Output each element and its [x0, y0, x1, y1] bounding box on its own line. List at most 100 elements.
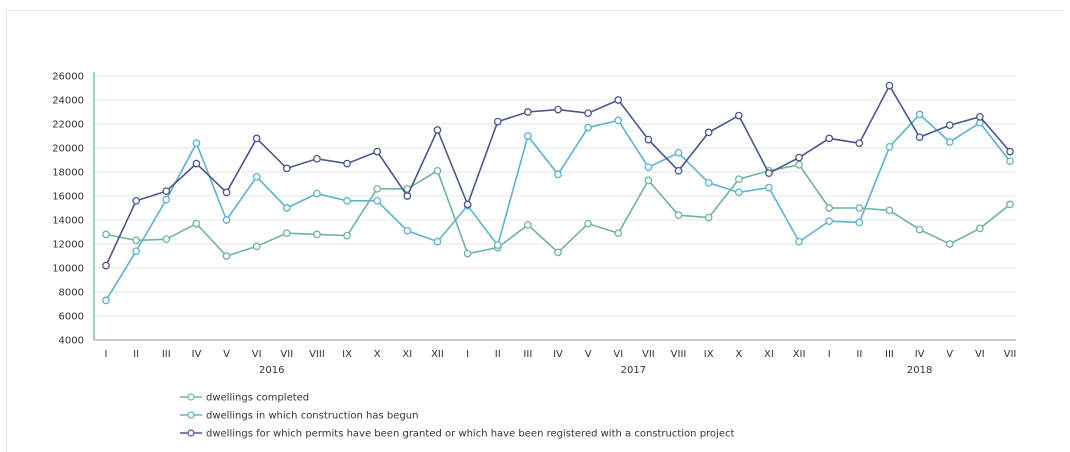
legend-marker — [187, 411, 195, 419]
data-point — [403, 226, 412, 235]
data-point — [282, 204, 291, 212]
data-point — [674, 148, 683, 157]
data-point — [584, 123, 592, 132]
x-tick-label: XII — [431, 349, 444, 360]
x-tick-label: I — [828, 349, 831, 360]
x-tick-label: V — [946, 349, 953, 360]
x-tick-label: III — [162, 349, 171, 360]
data-point — [373, 147, 382, 156]
data-point — [192, 139, 201, 148]
data-point — [343, 196, 351, 205]
data-point — [433, 166, 442, 175]
data-point — [885, 81, 894, 90]
data-point — [855, 218, 864, 227]
data-point — [584, 109, 592, 118]
x-tick-label: VII — [642, 349, 655, 360]
x-tick-label: I — [466, 349, 469, 360]
data-point — [162, 187, 171, 196]
data-point — [795, 237, 803, 246]
data-point — [102, 296, 110, 305]
y-tick-label: 18000 — [52, 168, 84, 179]
data-point — [644, 135, 653, 144]
data-point — [313, 154, 321, 163]
data-point — [192, 159, 201, 168]
data-point — [252, 134, 261, 143]
x-tick-label: II — [856, 349, 862, 360]
legend: dwellings completed dwellings in which co… — [180, 393, 734, 440]
data-point — [132, 247, 140, 256]
data-point — [915, 133, 924, 142]
data-point — [252, 242, 261, 251]
y-tick-label: 10000 — [52, 264, 84, 275]
x-tick-label: I — [105, 349, 108, 360]
chart-frame — [6, 10, 1064, 452]
data-point — [614, 96, 623, 104]
data-point — [222, 188, 231, 197]
legend-label: dwellings in which construction has begu… — [206, 411, 418, 422]
data-point — [584, 219, 592, 228]
data-point — [795, 160, 803, 169]
data-point — [102, 261, 110, 270]
year-label: 2017 — [621, 365, 646, 376]
x-tick-label: VII — [1004, 349, 1017, 360]
x-tick-label: II — [495, 349, 501, 360]
data-point — [554, 105, 562, 114]
x-tick-label: X — [735, 349, 742, 360]
data-point — [282, 164, 291, 173]
data-point — [945, 240, 954, 248]
year-label: 2018 — [907, 365, 932, 376]
x-axis: I II III IV V VI VII VIII IX X XI XII I II III IV V VI VII… — [94, 339, 1017, 376]
series-2 — [102, 110, 1014, 305]
data-point — [282, 229, 291, 238]
legend-item-3: dwellings for which permits have been gr… — [180, 429, 734, 440]
data-point — [704, 178, 713, 187]
data-point — [885, 206, 894, 215]
series-3 — [102, 81, 1014, 270]
legend-label: dwellings completed — [206, 393, 309, 404]
data-point — [1006, 200, 1014, 209]
y-tick-label: 12000 — [52, 240, 84, 251]
x-tick-label: IX — [342, 349, 352, 360]
x-tick-label: V — [585, 349, 592, 360]
data-point — [403, 192, 412, 200]
data-point — [825, 217, 834, 226]
data-point — [132, 236, 140, 245]
x-tick-label: III — [523, 349, 532, 360]
data-point — [765, 169, 773, 178]
data-point — [313, 189, 321, 198]
data-point — [554, 248, 562, 257]
x-tick-label: IX — [704, 349, 714, 360]
x-tick-label: VI — [613, 349, 623, 360]
series-1 — [102, 160, 1014, 260]
data-point — [493, 117, 502, 126]
data-point — [704, 128, 713, 137]
data-point — [463, 200, 472, 209]
data-point — [222, 216, 231, 224]
series-line — [105, 113, 1011, 301]
x-tick-label: VIII — [671, 349, 687, 360]
data-point — [373, 184, 382, 193]
data-point — [825, 134, 834, 143]
x-tick-label: IV — [553, 349, 563, 360]
data-point — [132, 196, 140, 205]
data-point — [915, 110, 924, 119]
legend-item-1: dwellings completed — [180, 393, 309, 404]
data-point — [644, 176, 653, 185]
data-point — [885, 142, 894, 151]
x-tick-label: V — [223, 349, 230, 360]
year-label: 2016 — [259, 365, 284, 376]
legend-marker — [187, 393, 195, 401]
y-axis: 4000 6000 8000 10000 12000 14000 16000 18000 200… — [52, 72, 95, 347]
data-point — [1006, 147, 1014, 156]
data-point — [734, 111, 743, 120]
data-point — [343, 159, 351, 168]
x-tick-label: III — [885, 349, 894, 360]
data-point — [704, 213, 713, 222]
x-tick-label: VI — [252, 349, 262, 360]
data-point — [734, 188, 743, 197]
data-point — [644, 163, 653, 172]
data-point — [313, 230, 321, 239]
x-tick-label: IV — [192, 349, 202, 360]
x-tick-label: VI — [975, 349, 985, 360]
